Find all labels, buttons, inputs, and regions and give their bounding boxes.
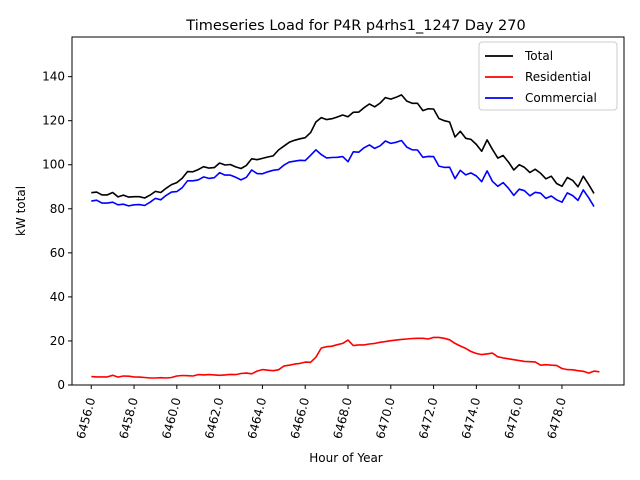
chart-title: Timeseries Load for P4R p4rhs1_1247 Day … (185, 18, 525, 34)
series-line-commercial (91, 139, 595, 208)
y-axis-ticks: 0 20 40 60 80 100 120 140 (42, 70, 72, 392)
y-tick-label: 0 (57, 378, 65, 392)
y-tick-label: 20 (50, 334, 65, 348)
x-axis-label: Hour of Year (309, 451, 383, 465)
legend-box (478, 41, 618, 111)
legend-label-total: Total (524, 49, 553, 63)
y-tick-label: 60 (50, 246, 65, 260)
y-tick-label: 80 (50, 202, 65, 216)
series-line-total (91, 94, 595, 199)
legend: Total Residential Commercial (478, 41, 618, 111)
legend-label-residential: Residential (525, 70, 591, 84)
series-line-residential (91, 336, 600, 379)
y-tick-label: 120 (42, 114, 65, 128)
y-axis-label: kW total (14, 186, 28, 236)
y-tick-label: 140 (42, 70, 65, 84)
legend-label-commercial: Commercial (525, 91, 597, 105)
y-tick-label: 40 (50, 290, 65, 304)
series-layer (91, 94, 600, 379)
y-tick-label: 100 (42, 158, 65, 172)
